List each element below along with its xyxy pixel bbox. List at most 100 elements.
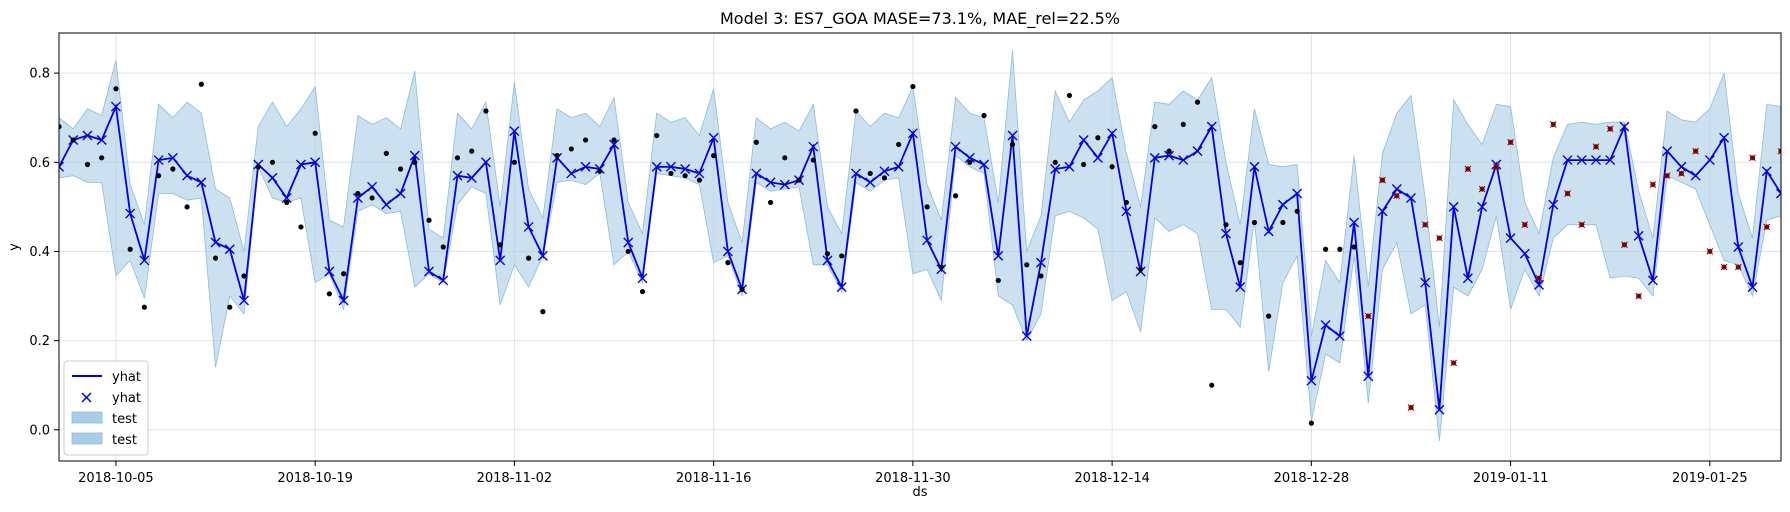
actual-point <box>824 251 831 257</box>
test-actual-point <box>1663 172 1671 179</box>
actual-point <box>1194 99 1201 105</box>
yhat-marker <box>979 159 990 170</box>
test-actual-point <box>1450 359 1457 367</box>
test-actual-point <box>1535 274 1543 282</box>
yhat-marker <box>381 199 392 210</box>
yhat-marker <box>438 275 449 286</box>
x-tick-label: 2018-11-02 <box>477 471 553 486</box>
yhat-marker <box>1420 277 1431 288</box>
yhat-marker <box>1761 166 1772 177</box>
test-actual-point <box>1464 165 1472 173</box>
yhat-marker <box>59 161 64 172</box>
yhat-marker <box>1562 155 1573 166</box>
yhat-marker <box>466 172 477 183</box>
actual-point <box>341 271 347 277</box>
actual-point <box>1351 244 1357 250</box>
y-axis-label: y <box>7 243 22 251</box>
actual-point <box>1294 208 1300 214</box>
actual-point <box>1308 420 1314 426</box>
actual-point <box>156 173 162 179</box>
yhat-marker <box>1349 217 1360 228</box>
point-layer <box>59 81 1781 426</box>
actual-point <box>1081 161 1087 168</box>
yhat-marker <box>523 221 534 232</box>
yhat-marker <box>694 168 705 179</box>
yhat-marker <box>680 163 691 174</box>
yhat-marker <box>822 255 833 266</box>
yhat-marker <box>637 273 648 284</box>
actual-point <box>1209 382 1215 388</box>
yhat-marker <box>1292 188 1303 199</box>
yhat-marker <box>1676 161 1687 172</box>
actual-point <box>568 146 574 152</box>
actual-point <box>924 204 930 210</box>
x-tick-label: 2018-11-16 <box>676 471 752 486</box>
yhat-marker <box>1320 320 1331 331</box>
yhat-marker <box>495 255 506 266</box>
confidence-band <box>59 50 1781 441</box>
yhat-marker <box>1733 242 1744 252</box>
test-actual-point <box>1777 147 1781 155</box>
yhat-marker <box>964 152 975 163</box>
actual-point <box>682 173 688 179</box>
actual-point <box>711 153 717 159</box>
yhat-marker <box>850 168 861 179</box>
yhat-marker <box>1107 128 1118 139</box>
test-actual-point <box>1407 404 1415 411</box>
yhat-marker <box>1462 273 1473 284</box>
actual-point <box>896 141 902 148</box>
yhat-marker <box>1590 155 1601 166</box>
yhat-marker <box>1662 146 1673 157</box>
yhat-marker <box>1078 135 1089 145</box>
x-tick-label: 2018-10-05 <box>78 471 154 486</box>
x-tick-label: 2019-01-25 <box>1672 471 1748 486</box>
yhat-marker <box>1050 163 1061 174</box>
yhat-marker <box>1220 228 1231 239</box>
yhat-marker <box>879 166 890 177</box>
test-actual-point <box>1763 223 1771 231</box>
actual-point <box>1337 246 1343 252</box>
actual-point <box>1166 148 1172 154</box>
actual-point <box>1038 273 1044 279</box>
yhat-marker <box>1178 155 1189 166</box>
yhat-marker <box>566 168 577 179</box>
actual-point <box>426 217 432 223</box>
actual-point <box>839 253 845 259</box>
yhat-marker <box>281 192 292 203</box>
yhat-marker <box>1619 121 1630 132</box>
y-tick-label: 0.2 <box>29 334 50 349</box>
actual-point <box>127 246 133 252</box>
actual-point <box>625 248 631 255</box>
test-actual-point <box>1421 221 1429 229</box>
actual-point <box>668 170 674 177</box>
legend-swatch-yhat-marker <box>81 392 92 403</box>
actual-point <box>967 159 973 165</box>
yhat-marker <box>210 237 221 248</box>
yhat-marker <box>765 177 776 188</box>
actual-point <box>582 137 589 143</box>
actual-point <box>597 168 603 174</box>
yhat-marker <box>722 246 733 257</box>
actual-point <box>1152 124 1158 130</box>
band-layer <box>59 50 1781 441</box>
actual-point <box>696 177 703 183</box>
yhat-marker <box>239 295 250 306</box>
yhat-marker <box>1548 199 1559 210</box>
yhat-marker <box>167 152 178 163</box>
actual-point <box>910 83 916 90</box>
yhat-marker <box>1306 375 1317 386</box>
test-actual-point <box>1720 263 1728 271</box>
yhat-marker <box>1747 282 1758 293</box>
yhat-marker <box>267 172 278 183</box>
actual-point <box>99 155 105 161</box>
actual-point <box>198 81 204 87</box>
yhat-marker <box>424 266 435 277</box>
actual-point <box>440 244 446 250</box>
yhat-marker <box>310 157 321 168</box>
actual-point <box>1180 121 1186 127</box>
test-actual-point <box>1578 221 1586 229</box>
yhat-marker <box>1334 331 1345 342</box>
actual-point <box>184 204 190 210</box>
yhat-marker <box>1249 161 1260 172</box>
